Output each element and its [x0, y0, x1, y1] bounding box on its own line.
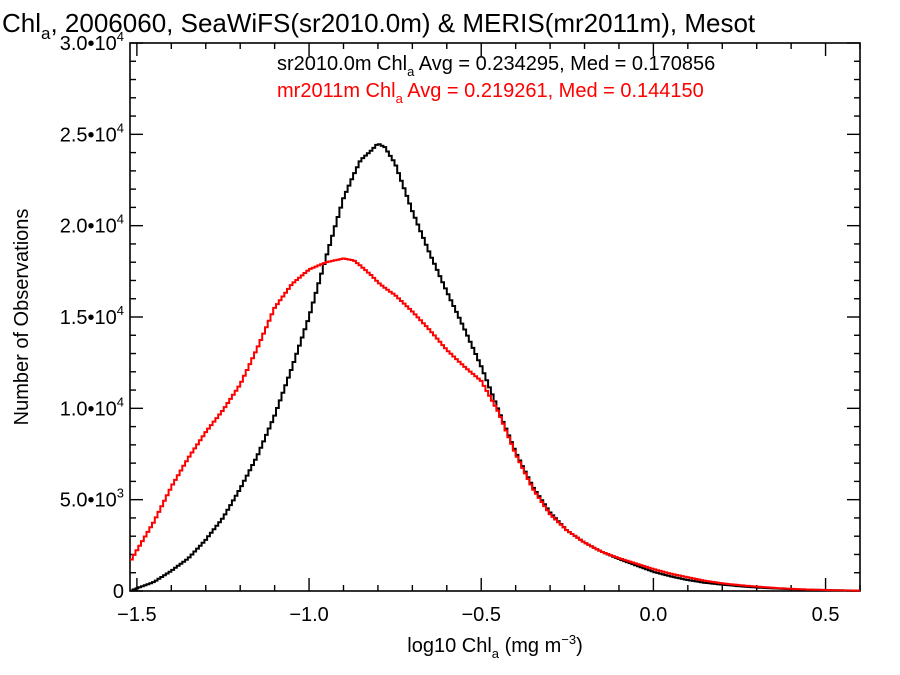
y-axis-ticks: 05.0•1031.0•1041.5•1042.0•1042.5•1043.0•… — [60, 29, 860, 603]
histogram-series-mr2011m — [130, 257, 860, 592]
y-tick-label: 1.5•104 — [60, 303, 124, 329]
x-axis-label-superscript: −3 — [561, 632, 576, 647]
legend-annotation-red-subscript: a — [396, 91, 404, 106]
x-axis-label-subscript: a — [492, 646, 500, 661]
y-tick-label-exponent: 3 — [117, 486, 124, 501]
y-tick-label-mantissa: 2.5•10 — [60, 124, 117, 146]
legend-annotation-black: sr2010.0m Chla Avg = 0.234295, Med = 0.1… — [277, 53, 715, 79]
y-tick-label-exponent: 4 — [117, 29, 124, 44]
y-tick-label: 3.0•104 — [60, 29, 124, 55]
y-tick-label: 0 — [113, 581, 124, 603]
legend-annotation-black-subscript: a — [407, 64, 415, 79]
chart-title: Chla, 2006060, SeaWiFS(sr2010.0m) & MERI… — [2, 8, 756, 43]
y-tick-label: 1.0•104 — [60, 394, 124, 420]
y-tick-label-mantissa: 5.0•10 — [60, 490, 117, 512]
y-tick-label-exponent: 4 — [117, 394, 124, 409]
y-tick-label-exponent: 4 — [117, 120, 124, 135]
legend-annotation-red-rest: Avg = 0.219261, Med = 0.144150 — [403, 80, 704, 102]
y-tick-label-mantissa: 1.0•10 — [60, 398, 117, 420]
legend-annotation-black-rest: Avg = 0.234295, Med = 0.170856 — [414, 53, 715, 75]
legend-annotation-red: mr2011m Chla Avg = 0.219261, Med = 0.144… — [277, 80, 704, 106]
chart-title-subscript: a — [41, 24, 51, 43]
chart-title-rest: , 2006060, SeaWiFS(sr2010.0m) & MERIS(mr… — [50, 8, 755, 38]
histogram-series-sr2010.0m — [130, 143, 860, 592]
y-tick-label: 5.0•103 — [60, 486, 124, 512]
x-tick-label: 0.0 — [639, 604, 667, 626]
x-axis-label-prefix: log10 Chl — [407, 635, 492, 657]
y-tick-label: 2.5•104 — [60, 120, 124, 146]
y-tick-label-mantissa: 0 — [113, 581, 124, 603]
x-axis-ticks: −1.5 −1.0 −0.5 0.0 0.5 — [117, 43, 861, 626]
legend-annotation-black-prefix: sr2010.0m Chl — [277, 53, 407, 75]
x-axis-label-mid: (mg m — [499, 635, 561, 657]
y-tick-label-exponent: 4 — [117, 303, 124, 318]
x-axis-label-suffix: ) — [576, 635, 583, 657]
series-layer — [130, 143, 860, 592]
chart-title-prefix: Chl — [2, 8, 41, 38]
y-axis-label: Number of Observations — [11, 209, 33, 426]
x-axis-label: log10 Chla (mg m−3) — [407, 632, 582, 661]
plot-frame — [129, 42, 861, 592]
y-tick-label-mantissa: 1.5•10 — [60, 307, 117, 329]
x-tick-label: 0.5 — [812, 604, 840, 626]
y-tick-label-mantissa: 2.0•10 — [60, 216, 117, 238]
legend-annotation-red-prefix: mr2011m Chl — [277, 80, 396, 102]
y-tick-label: 2.0•104 — [60, 212, 124, 238]
y-tick-label-exponent: 4 — [117, 212, 124, 227]
x-tick-label: −0.5 — [461, 604, 500, 626]
y-tick-label-mantissa: 3.0•10 — [60, 33, 117, 55]
x-tick-label: −1.5 — [117, 604, 156, 626]
x-tick-label: −1.0 — [289, 604, 328, 626]
